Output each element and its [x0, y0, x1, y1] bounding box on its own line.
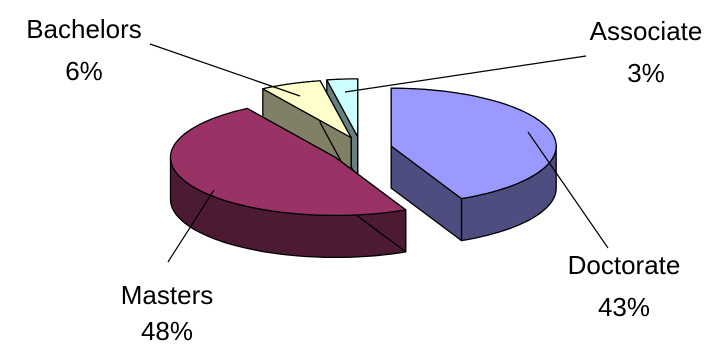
leader-line-associate [344, 55, 587, 93]
leader-line-doctorate [527, 131, 609, 249]
leader-line-masters [167, 189, 215, 263]
label-associate-name: Associate [590, 16, 703, 46]
label-doctorate-name: Doctorate [568, 250, 681, 280]
label-bachelors-name: Bachelors [26, 14, 142, 44]
leader-line-bachelors [149, 43, 301, 97]
label-masters-pct: 48% [141, 316, 193, 345]
slice-doctorate [390, 87, 557, 200]
slice-associate [326, 78, 359, 138]
label-masters-name: Masters [121, 280, 213, 310]
label-doctorate-pct: 43% [598, 292, 650, 322]
slice-bachelors [262, 80, 352, 139]
label-associate-pct: 3% [627, 58, 665, 88]
slice-masters [169, 107, 407, 217]
label-bachelors-pct: 6% [65, 56, 103, 86]
leader-lines [149, 43, 609, 263]
pie-tops [169, 78, 557, 217]
slice-labels: Bachelors 6% Associate 3% Doctorate 43% … [26, 14, 702, 345]
